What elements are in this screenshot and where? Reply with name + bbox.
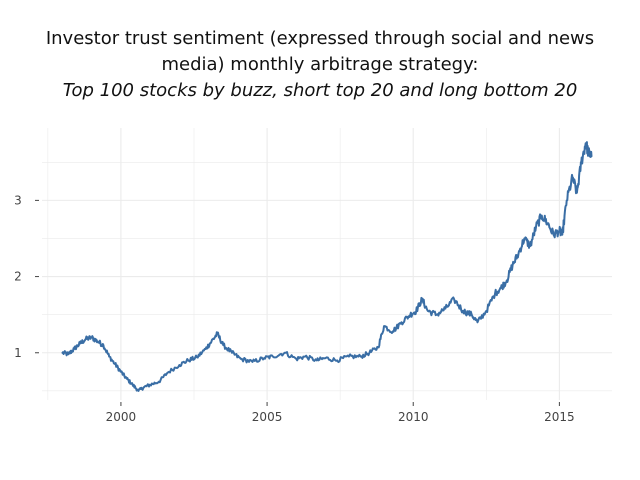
chart-subtitle: Top 100 stocks by buzz, short top 20 and… (62, 80, 578, 101)
x-tick-label: 2010 (398, 410, 429, 424)
y-tick-label: 3 (14, 193, 22, 207)
series-line-0 (61, 141, 593, 392)
chart-title-line-2: media) monthly arbitrage strategy: (161, 54, 479, 75)
chart-title-block: Investor trust sentiment (expressed thro… (0, 26, 640, 104)
chart-title-line-1: Investor trust sentiment (expressed thro… (45, 28, 595, 49)
x-tick-label: 2005 (252, 410, 283, 424)
x-tick-label: 2000 (106, 410, 137, 424)
y-tick-label: 2 (14, 270, 22, 284)
y-tick-label: 1 (14, 346, 22, 360)
x-tick-label: 2015 (544, 410, 575, 424)
